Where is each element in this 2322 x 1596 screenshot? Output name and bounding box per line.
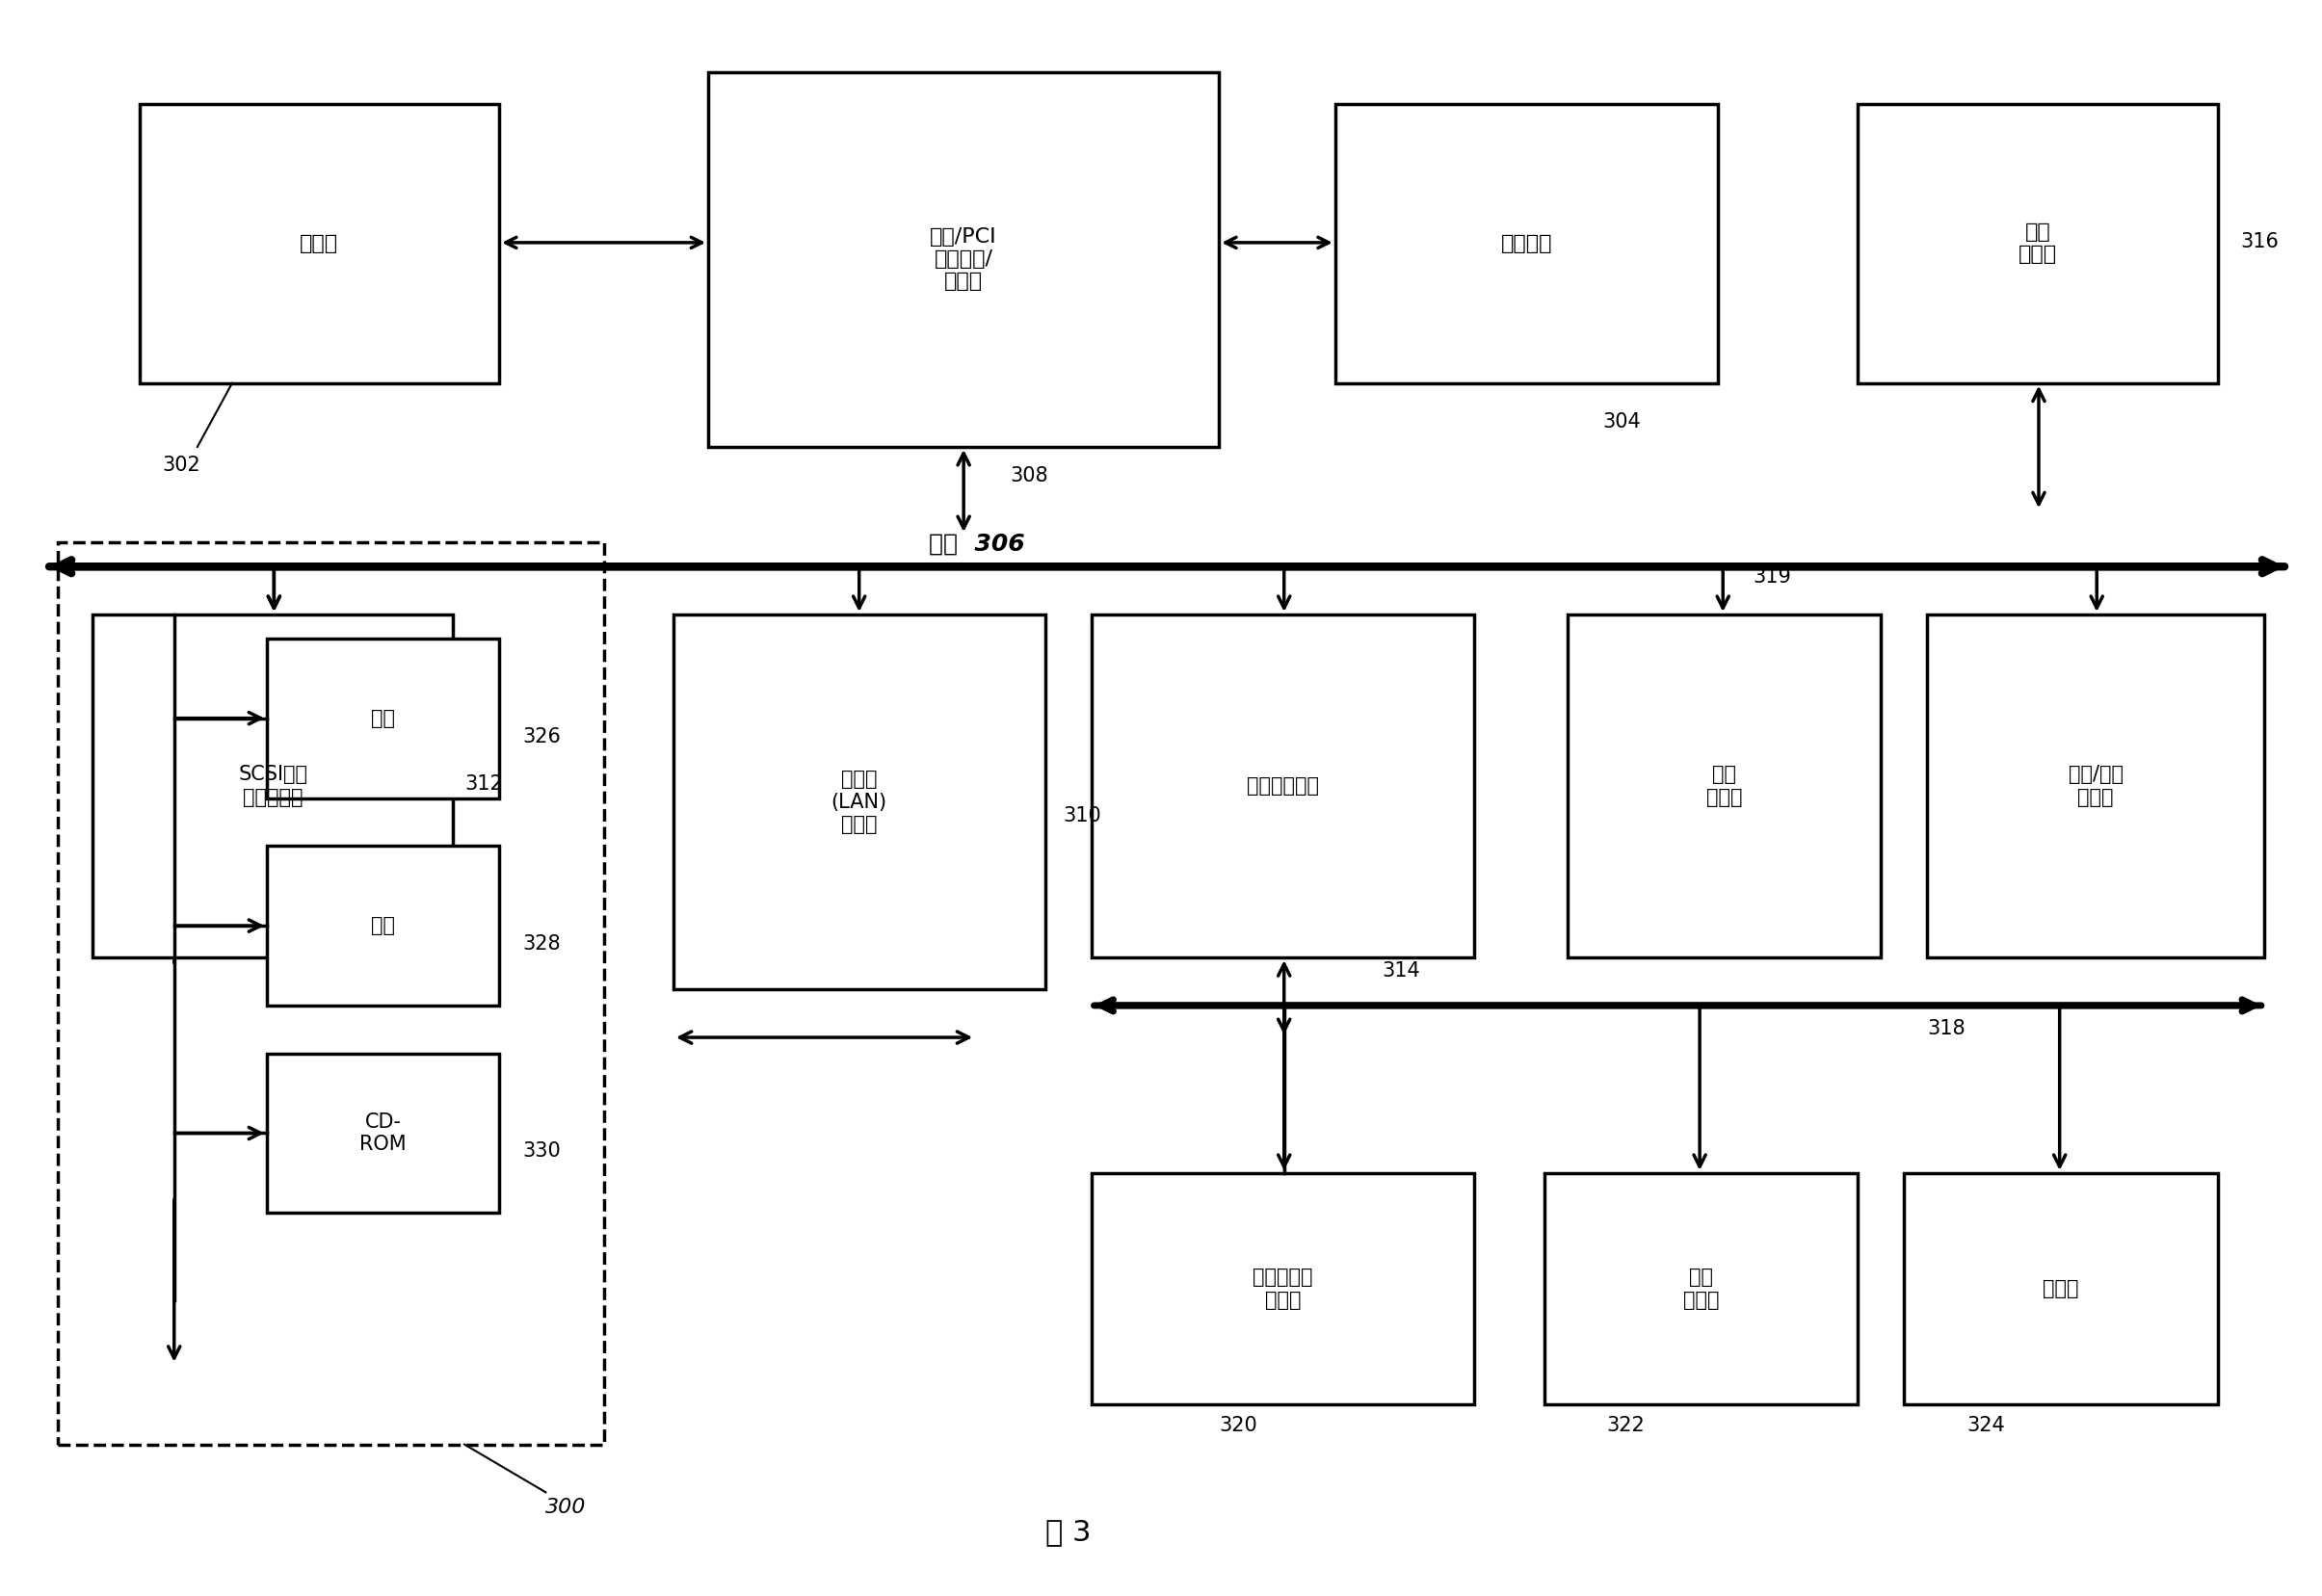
- Text: 处理器: 处理器: [300, 233, 339, 254]
- Text: 局域网
(LAN)
适配器: 局域网 (LAN) 适配器: [831, 769, 887, 835]
- Text: 316: 316: [2241, 231, 2280, 251]
- Text: 图 3: 图 3: [1045, 1518, 1091, 1547]
- Text: 302: 302: [163, 455, 200, 474]
- Text: SCSI主机
总线适配器: SCSI主机 总线适配器: [239, 764, 307, 808]
- Text: 硬盘: 硬盘: [372, 709, 395, 728]
- FancyBboxPatch shape: [93, 614, 453, 958]
- Text: 总线  306: 总线 306: [929, 533, 1024, 555]
- Text: 318: 318: [1927, 1018, 1964, 1037]
- Text: 312: 312: [464, 774, 502, 793]
- FancyBboxPatch shape: [1091, 1173, 1474, 1404]
- Text: 326: 326: [522, 726, 562, 745]
- FancyBboxPatch shape: [267, 638, 499, 798]
- Text: 磁带: 磁带: [372, 916, 395, 935]
- Text: 主机/PCI
高速缓存/
总线桥: 主机/PCI 高速缓存/ 总线桥: [931, 227, 996, 292]
- FancyBboxPatch shape: [1091, 614, 1474, 958]
- Text: 310: 310: [1063, 806, 1101, 825]
- Text: 主存储器: 主存储器: [1500, 233, 1553, 254]
- Text: 扩展总线接口: 扩展总线接口: [1247, 776, 1319, 796]
- Text: 324: 324: [1967, 1416, 2004, 1435]
- FancyBboxPatch shape: [267, 1053, 499, 1213]
- FancyBboxPatch shape: [1904, 1173, 2218, 1404]
- FancyBboxPatch shape: [1858, 104, 2218, 383]
- Text: 存储器: 存储器: [2043, 1278, 2078, 1299]
- FancyBboxPatch shape: [1335, 104, 1718, 383]
- Text: 330: 330: [522, 1141, 560, 1160]
- Text: 300: 300: [546, 1497, 587, 1516]
- Text: 308: 308: [1010, 466, 1047, 485]
- FancyBboxPatch shape: [267, 846, 499, 1005]
- FancyBboxPatch shape: [673, 614, 1045, 990]
- Text: 键盘和鼠标
适配器: 键盘和鼠标 适配器: [1254, 1267, 1312, 1310]
- Text: 图形
适配器: 图形 适配器: [1707, 764, 1742, 808]
- Text: 319: 319: [1753, 567, 1793, 586]
- Text: 314: 314: [1382, 961, 1419, 980]
- Text: 322: 322: [1607, 1416, 1644, 1435]
- Text: 304: 304: [1602, 412, 1639, 431]
- FancyBboxPatch shape: [139, 104, 499, 383]
- Text: 328: 328: [522, 934, 560, 953]
- Bar: [58, 543, 604, 1444]
- Text: 调制
解调器: 调制 解调器: [1683, 1267, 1718, 1310]
- FancyBboxPatch shape: [708, 72, 1219, 447]
- FancyBboxPatch shape: [1544, 1173, 1858, 1404]
- Text: CD-
ROM: CD- ROM: [360, 1112, 406, 1154]
- Text: 320: 320: [1219, 1416, 1256, 1435]
- FancyBboxPatch shape: [1927, 614, 2264, 958]
- Text: 音频
适配器: 音频 适配器: [2018, 222, 2057, 265]
- FancyBboxPatch shape: [1567, 614, 1881, 958]
- Text: 音频/视频
适配器: 音频/视频 适配器: [2069, 764, 2122, 808]
